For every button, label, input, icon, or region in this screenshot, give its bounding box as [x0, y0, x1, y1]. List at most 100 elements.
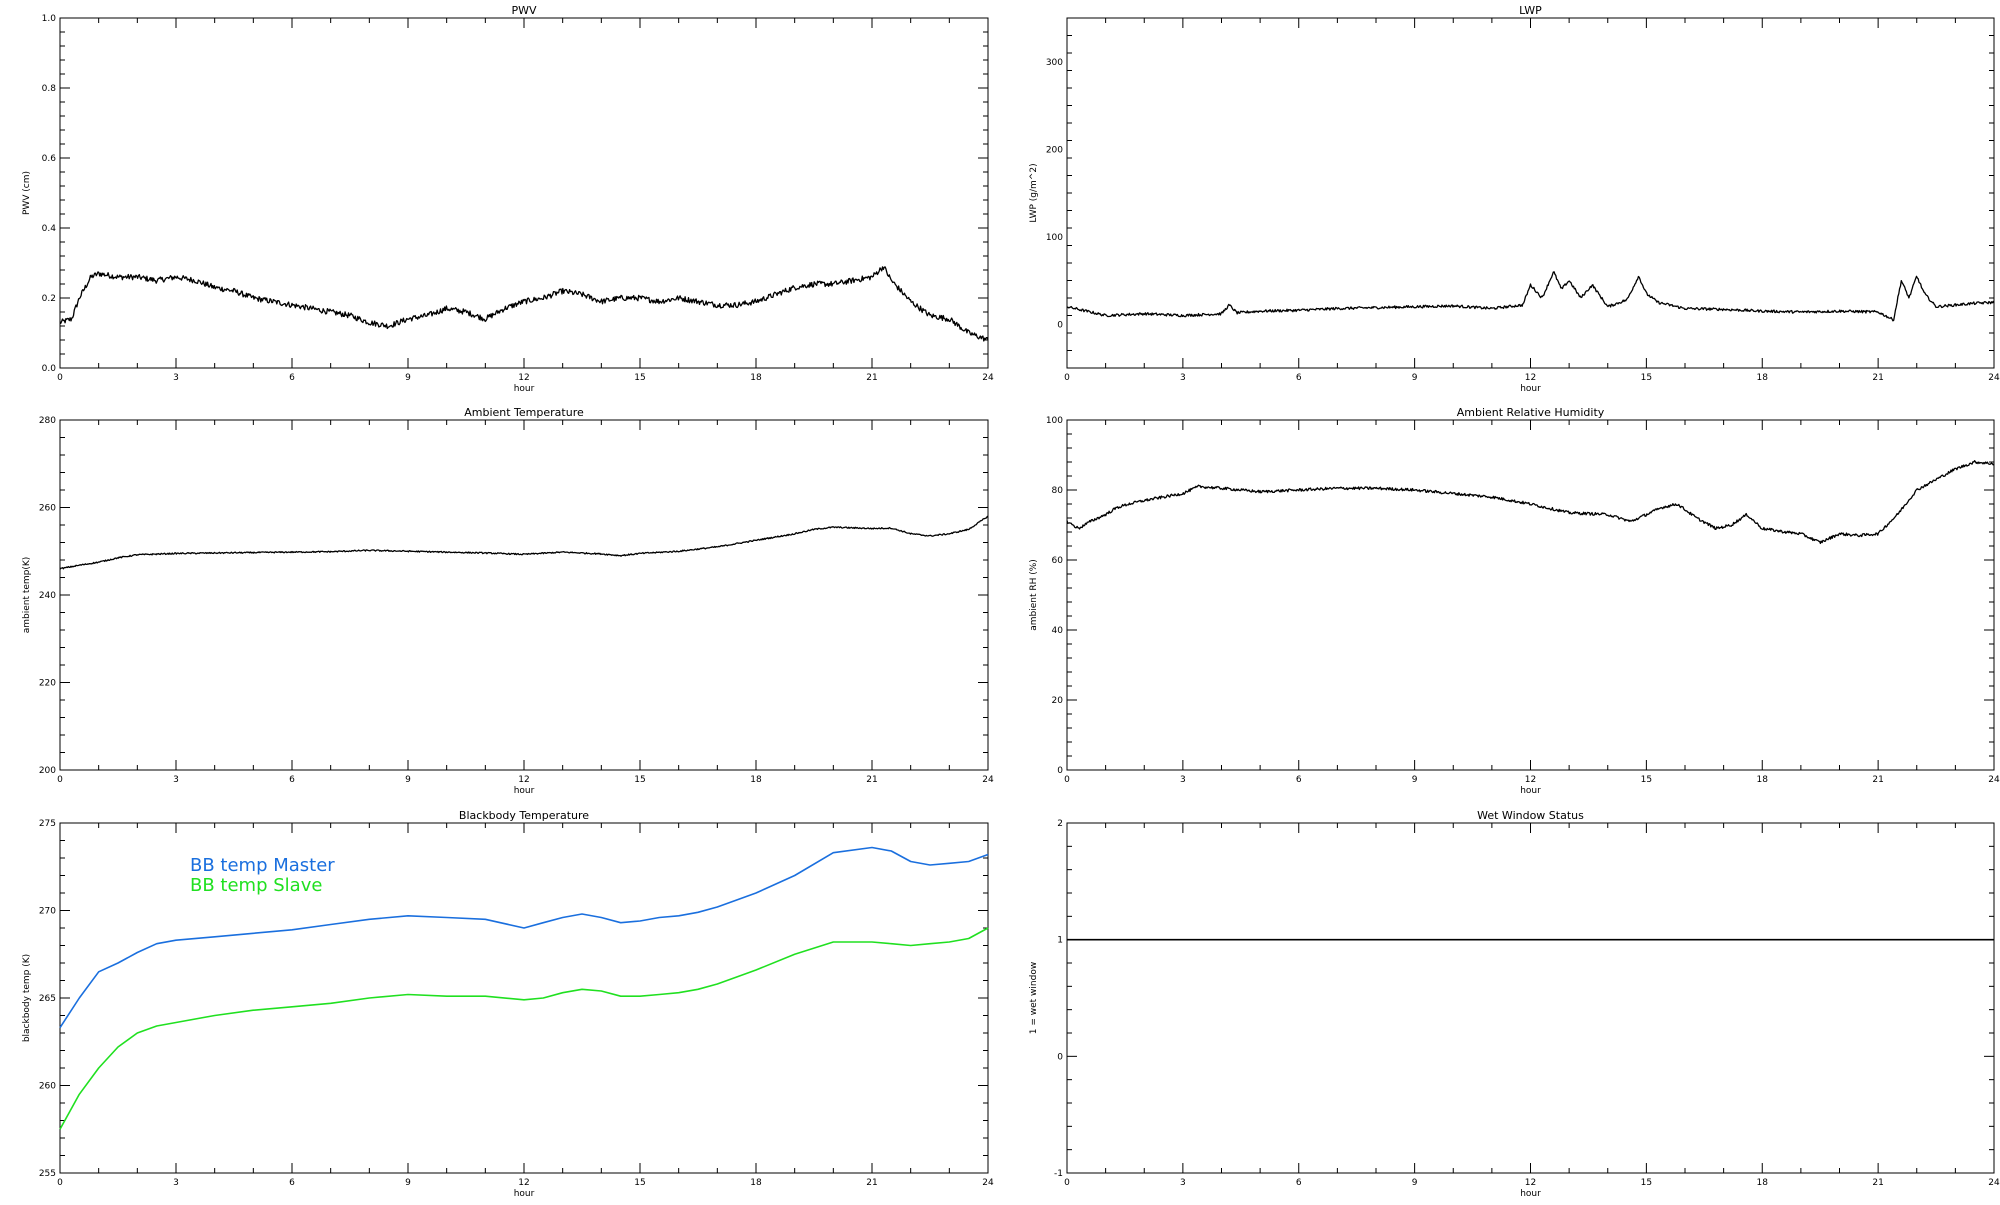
plot-frame — [1066, 419, 1995, 771]
chart-panel-5: Blackbody Temperature hour blackbody temp … — [22, 809, 994, 1199]
x-axis-label: hour — [1520, 384, 1541, 394]
y-tick-label: 0 — [1057, 320, 1063, 330]
chart-title: Wet Window Status — [1477, 809, 1584, 822]
x-tick-label: 24 — [1988, 775, 2000, 785]
chart-title: Ambient Temperature — [464, 406, 584, 419]
x-tick-label: 15 — [634, 373, 645, 383]
chart-panel-4: Ambient Relative Humidity hour ambient RH … — [1029, 406, 2000, 796]
chart-panel-1: PWV hour PWV (cm) 0 3 6 9 12 15 18 21 24 0.0 0.2 0.4 0.… — [22, 4, 994, 394]
y-tick-label: 240 — [39, 591, 56, 601]
series-line-1 — [1066, 271, 1995, 322]
x-tick-label: 6 — [1296, 373, 1302, 383]
series-line-1 — [59, 515, 989, 570]
chart-panel-3: Ambient Temperature hour ambient temp(K) 0 3… — [22, 406, 994, 796]
y-tick-label: 255 — [39, 1169, 56, 1179]
x-axis-label: hour — [1520, 786, 1541, 796]
y-tick-label: 100 — [1046, 233, 1063, 243]
x-tick-label: 24 — [1988, 1178, 2000, 1188]
chart-title: LWP — [1519, 4, 1542, 17]
y-tick-label: 0 — [1057, 766, 1063, 776]
y-tick-label: 20 — [1052, 696, 1064, 706]
y-tick-label: 270 — [39, 907, 56, 917]
plot-frame — [1066, 822, 1995, 1174]
y-tick-label: 0.4 — [42, 224, 57, 234]
x-tick-label: 24 — [982, 775, 994, 785]
y-axis-label: blackbody temp (K) — [22, 954, 32, 1042]
y-tick-label: 0.8 — [42, 84, 57, 94]
x-tick-label: 9 — [405, 1178, 411, 1188]
x-tick-label: 12 — [518, 373, 529, 383]
x-tick-label: 0 — [57, 1178, 63, 1188]
legend-entry: BB temp Master — [190, 855, 335, 876]
y-tick-label: 300 — [1046, 58, 1063, 68]
x-tick-label: 0 — [1064, 1178, 1070, 1188]
x-tick-label: 9 — [1412, 775, 1418, 785]
x-tick-label: 12 — [1525, 1178, 1536, 1188]
y-axis-label: LWP (g/m^2) — [1029, 163, 1039, 222]
x-tick-label: 21 — [866, 1178, 877, 1188]
y-tick-label: 60 — [1052, 556, 1064, 566]
x-tick-label: 24 — [982, 373, 994, 383]
x-tick-label: 3 — [173, 775, 179, 785]
x-tick-label: 21 — [866, 373, 877, 383]
x-tick-label: 18 — [1757, 775, 1769, 785]
y-axis-label: ambient RH (%) — [1029, 559, 1039, 631]
y-tick-label: -1 — [1054, 1169, 1063, 1179]
x-tick-label: 18 — [1757, 1178, 1769, 1188]
x-axis-label: hour — [514, 384, 535, 394]
series-line-bb-temp-slave — [59, 927, 989, 1130]
x-tick-label: 12 — [518, 1178, 529, 1188]
x-tick-label: 15 — [1641, 373, 1652, 383]
x-tick-label: 12 — [1525, 775, 1536, 785]
x-tick-label: 21 — [866, 775, 877, 785]
x-tick-label: 18 — [750, 1178, 762, 1188]
x-tick-label: 24 — [982, 1178, 994, 1188]
chart-title: Ambient Relative Humidity — [1457, 406, 1605, 419]
x-tick-label: 15 — [1641, 1178, 1652, 1188]
x-tick-label: 0 — [57, 775, 63, 785]
x-tick-label: 9 — [1412, 373, 1418, 383]
x-tick-label: 15 — [1641, 775, 1652, 785]
x-tick-label: 0 — [1064, 775, 1070, 785]
x-tick-label: 9 — [405, 775, 411, 785]
y-tick-label: 0 — [1057, 1052, 1063, 1062]
y-tick-label: 1.0 — [42, 14, 57, 24]
chart-title: Blackbody Temperature — [459, 809, 589, 822]
series-line-bb-temp-master — [59, 846, 989, 1029]
x-tick-label: 21 — [1872, 775, 1883, 785]
x-tick-label: 3 — [1180, 373, 1186, 383]
x-tick-label: 0 — [1064, 373, 1070, 383]
y-axis-label: 1 = wet window — [1029, 962, 1039, 1034]
x-tick-label: 6 — [289, 373, 295, 383]
x-axis-label: hour — [514, 1189, 535, 1199]
legend-entry: BB temp Slave — [190, 875, 322, 896]
y-axis-label: PWV (cm) — [22, 171, 32, 215]
y-tick-label: 1 — [1057, 936, 1063, 946]
x-tick-label: 3 — [1180, 1178, 1186, 1188]
x-tick-label: 0 — [57, 373, 63, 383]
x-tick-label: 6 — [1296, 1178, 1302, 1188]
chart-panel-6: Wet Window Status hour 1 = wet window 0 3 6 9 1… — [1029, 809, 2000, 1199]
plot-frame — [1066, 17, 1995, 369]
series-line-1 — [59, 266, 989, 342]
y-tick-label: 200 — [39, 766, 56, 776]
x-tick-label: 9 — [405, 373, 411, 383]
x-tick-label: 6 — [1296, 775, 1302, 785]
x-tick-label: 12 — [518, 775, 529, 785]
x-tick-label: 3 — [173, 373, 179, 383]
x-tick-label: 9 — [1412, 1178, 1418, 1188]
y-tick-label: 280 — [39, 416, 56, 426]
x-tick-label: 12 — [1525, 373, 1536, 383]
y-tick-label: 220 — [39, 679, 56, 689]
plot-frame — [59, 17, 989, 369]
x-axis-label: hour — [1520, 1189, 1541, 1199]
x-tick-label: 15 — [634, 775, 645, 785]
x-tick-label: 18 — [1757, 373, 1769, 383]
y-tick-label: 200 — [1046, 145, 1063, 155]
y-tick-label: 0.2 — [42, 294, 56, 304]
y-tick-label: 260 — [39, 1082, 56, 1092]
x-tick-label: 21 — [1872, 373, 1883, 383]
y-tick-label: 40 — [1052, 626, 1064, 636]
